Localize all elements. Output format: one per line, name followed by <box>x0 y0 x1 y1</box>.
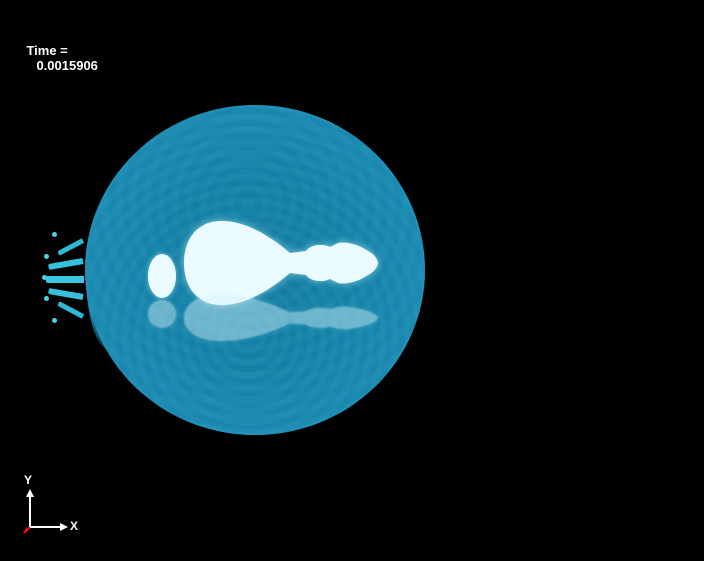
splash-spike <box>46 276 84 283</box>
splash-droplet <box>52 232 57 237</box>
time-label-text: Time = <box>26 43 67 58</box>
axis-triad: Y X <box>22 475 82 535</box>
splash-spike <box>57 301 84 319</box>
central-body-reflection-path <box>184 295 378 341</box>
splash-droplet <box>44 254 49 259</box>
front-disc <box>148 254 176 298</box>
simulation-viewport: Time = 0.0015906 <box>0 0 704 561</box>
axis-x-arrow <box>60 523 68 531</box>
axis-y-arrow <box>26 489 34 497</box>
axis-y-label: Y <box>24 473 32 487</box>
front-disc-reflection <box>148 300 176 328</box>
splash-droplet <box>52 318 57 323</box>
central-body-reflection <box>178 292 388 350</box>
axis-x-label: X <box>70 519 78 533</box>
splash-spike <box>57 238 84 256</box>
splash-spike <box>48 288 84 300</box>
splash-spike <box>48 258 84 270</box>
time-value: 0.0015906 <box>36 58 97 73</box>
time-readout: Time = 0.0015906 <box>12 28 98 88</box>
splash-droplet <box>44 296 49 301</box>
splash-droplet <box>42 275 47 280</box>
